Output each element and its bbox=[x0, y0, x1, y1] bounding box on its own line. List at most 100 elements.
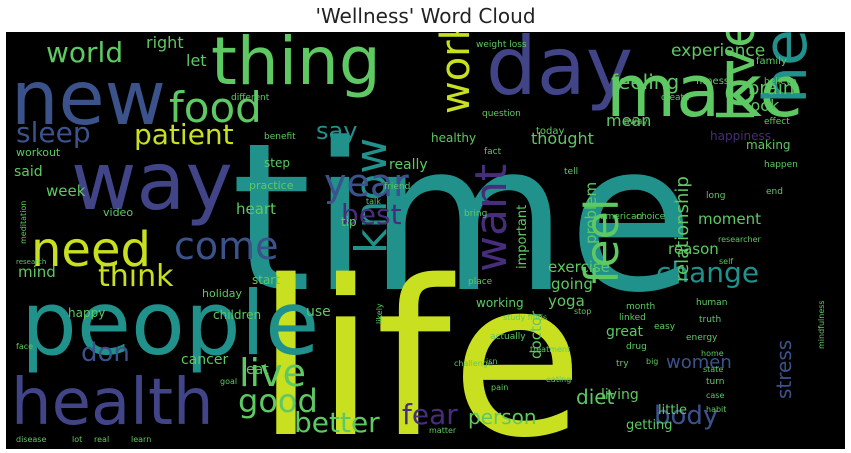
word-weight-loss: weight loss bbox=[476, 40, 527, 50]
word-say: say bbox=[316, 117, 357, 145]
word-fear: fear bbox=[402, 398, 458, 431]
word-person: person bbox=[468, 405, 537, 429]
word-long: long bbox=[706, 191, 725, 201]
word-making: making bbox=[746, 138, 791, 152]
word-don: don bbox=[81, 338, 130, 368]
word-eat: eat bbox=[246, 362, 269, 378]
word-home: home bbox=[701, 349, 724, 358]
word-life: life bbox=[256, 234, 583, 449]
word-know: know bbox=[346, 138, 397, 254]
word-right: right bbox=[146, 33, 184, 52]
word-human: human bbox=[696, 298, 727, 308]
word-energy: energy bbox=[686, 333, 718, 343]
word-meditation: meditation bbox=[19, 201, 28, 244]
word-look: look bbox=[746, 96, 780, 115]
word-happy: happy bbox=[68, 306, 105, 320]
word-cloud-canvas: time life people way new day make thing health ne… bbox=[6, 32, 845, 449]
word-tell: tell bbox=[564, 167, 578, 177]
word-challenge: challenge bbox=[454, 359, 493, 368]
word-american: american bbox=[600, 212, 642, 222]
word-let: let bbox=[186, 51, 207, 70]
word-getting: getting bbox=[626, 418, 673, 433]
word-great: great bbox=[606, 324, 644, 340]
word-way: way bbox=[71, 135, 233, 228]
word-fact: fact bbox=[484, 147, 502, 157]
word-feeling: feeling bbox=[611, 70, 679, 94]
word-friend: friend bbox=[384, 182, 410, 192]
word-benefit: benefit bbox=[264, 132, 296, 142]
word-try: try bbox=[616, 359, 629, 369]
word-research: research bbox=[16, 258, 46, 266]
word-end: end bbox=[766, 187, 783, 197]
word-eating: eating bbox=[546, 375, 571, 384]
word-truth: truth bbox=[699, 315, 721, 325]
word-make: make bbox=[606, 49, 804, 133]
word-children: children bbox=[213, 308, 261, 322]
word-mean: mean bbox=[606, 111, 651, 130]
chart-title: 'Wellness' Word Cloud bbox=[315, 4, 536, 28]
word-workout: workout bbox=[16, 146, 61, 159]
word-today: today bbox=[536, 126, 565, 137]
word-little: little bbox=[658, 403, 687, 418]
word-help: help bbox=[751, 32, 821, 104]
word-thing: thing bbox=[211, 32, 381, 100]
word-diet: diet bbox=[576, 385, 615, 409]
word-mind: mind bbox=[18, 263, 56, 281]
word-healthy: healthy bbox=[431, 131, 476, 145]
word-create: create bbox=[661, 93, 690, 103]
word-best: best bbox=[341, 198, 402, 231]
word-work: work bbox=[433, 32, 479, 114]
word-family: family bbox=[756, 56, 787, 67]
word-question: question bbox=[482, 109, 521, 119]
word-use: use bbox=[306, 304, 331, 320]
word-learn: learn bbox=[131, 435, 151, 444]
word-brain: brain bbox=[748, 78, 794, 99]
word-bring: bring bbox=[464, 209, 487, 219]
word-start: start bbox=[252, 273, 280, 287]
word-case: case bbox=[706, 391, 724, 400]
word-pain: pain bbox=[491, 383, 508, 392]
word-doctor: doctor bbox=[527, 310, 545, 359]
word-exercise: exercise bbox=[548, 258, 610, 276]
word-matter: matter bbox=[429, 426, 457, 435]
word-relationship: relationship bbox=[672, 176, 693, 282]
word-place: place bbox=[468, 277, 493, 287]
word-fitness: fitness bbox=[696, 76, 729, 87]
word-practice: practice bbox=[249, 179, 294, 192]
word-big: big bbox=[646, 357, 658, 366]
word-said: said bbox=[14, 164, 43, 180]
word-people: people bbox=[21, 272, 319, 375]
word-lot: lot bbox=[72, 435, 82, 444]
word-month: month bbox=[626, 302, 655, 312]
word-love: love bbox=[708, 32, 766, 122]
word-come: come bbox=[174, 224, 279, 268]
word-time: time bbox=[231, 100, 694, 338]
word-effect: effect bbox=[764, 117, 790, 127]
word-good: good bbox=[238, 382, 318, 420]
word-problem: problem bbox=[582, 182, 600, 244]
word-real: real bbox=[94, 435, 109, 444]
word-really: really bbox=[389, 157, 428, 173]
word-state: state bbox=[703, 365, 723, 374]
word-believe: believe bbox=[764, 77, 797, 87]
word-feel: feel bbox=[575, 198, 629, 284]
word-important: important bbox=[515, 205, 530, 269]
word-women: women bbox=[666, 352, 732, 373]
word-sleep: sleep bbox=[16, 116, 91, 149]
word-working: working bbox=[476, 296, 524, 310]
word-day: day bbox=[486, 32, 633, 113]
word-tip: tip bbox=[341, 215, 357, 229]
word-year: year bbox=[324, 161, 409, 205]
word-easy: easy bbox=[654, 322, 676, 332]
word-body: body bbox=[654, 401, 718, 431]
word-happiness: happiness bbox=[710, 129, 771, 143]
word-goal: goal bbox=[220, 377, 237, 386]
word-study-finds: study finds bbox=[503, 313, 547, 322]
word-drug: drug bbox=[626, 342, 647, 352]
word-living: living bbox=[601, 387, 639, 403]
word-change: change bbox=[656, 256, 759, 289]
word-cancer: cancer bbox=[181, 352, 228, 368]
word-patient: patient bbox=[134, 118, 234, 151]
word-holiday: holiday bbox=[202, 287, 243, 300]
